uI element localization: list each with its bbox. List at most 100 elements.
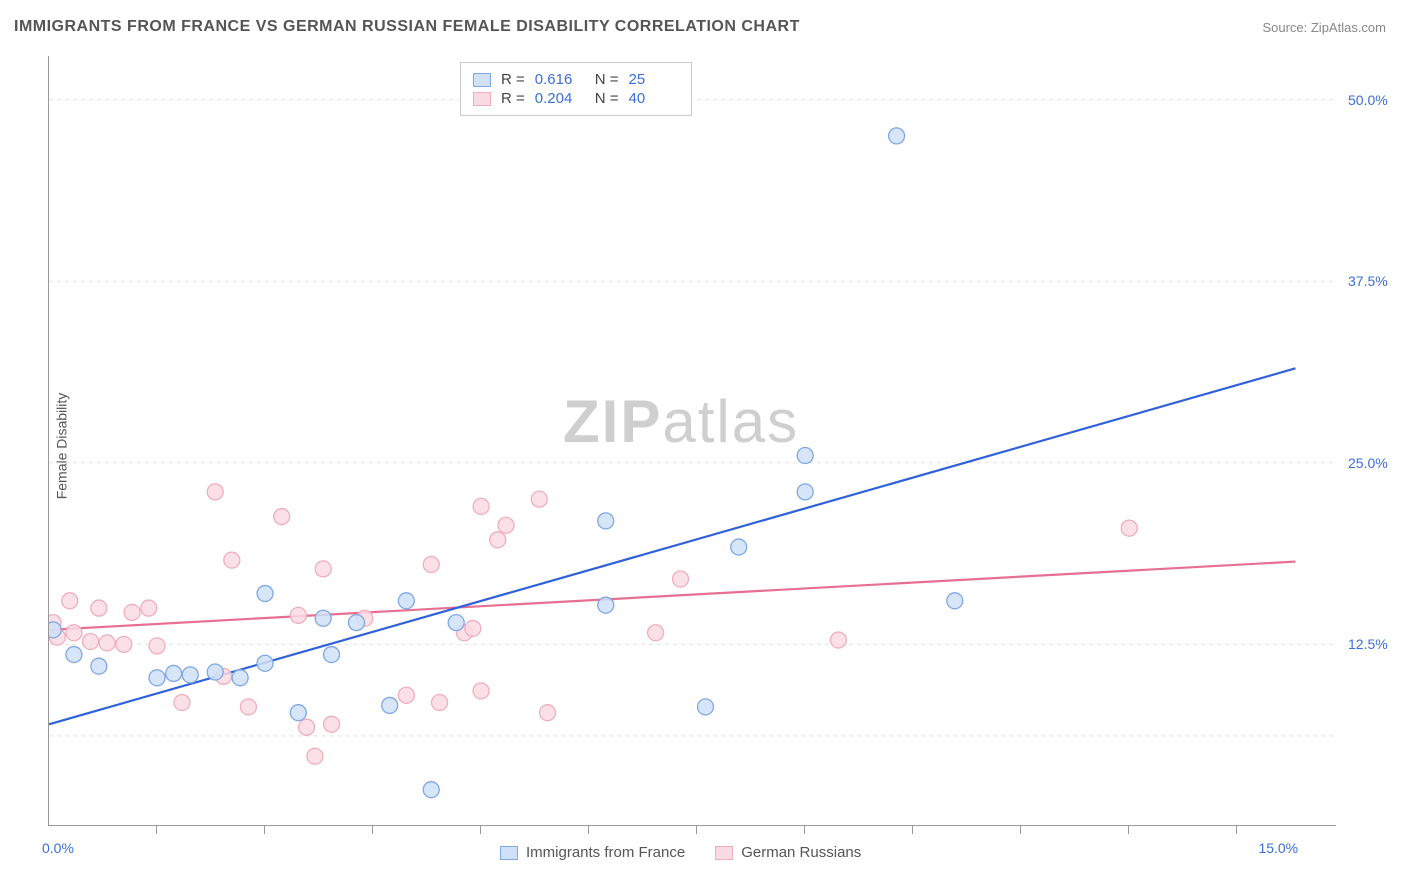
data-point-blue [382, 697, 398, 713]
swatch-blue-bottom [500, 846, 518, 860]
legend-row-blue: R = 0.616 N = 25 [473, 71, 679, 88]
x-tick [264, 826, 265, 834]
r-value-pink: 0.204 [535, 90, 585, 107]
source-name: ZipAtlas.com [1311, 20, 1386, 35]
swatch-pink [473, 92, 491, 106]
chart-title: IMMIGRANTS FROM FRANCE VS GERMAN RUSSIAN… [14, 18, 800, 36]
data-point-blue [797, 448, 813, 464]
data-point-pink [299, 719, 315, 735]
data-point-pink [290, 607, 306, 623]
swatch-blue [473, 73, 491, 87]
data-point-blue [207, 664, 223, 680]
data-point-blue [797, 484, 813, 500]
data-point-pink [224, 552, 240, 568]
data-point-blue [166, 665, 182, 681]
data-point-blue [324, 647, 340, 663]
r-value-blue: 0.616 [535, 71, 585, 88]
correlation-legend: R = 0.616 N = 25 R = 0.204 N = 40 [460, 62, 692, 116]
y-tick-label: 50.0% [1348, 92, 1388, 108]
x-tick [1020, 826, 1021, 834]
data-point-blue [348, 615, 364, 631]
data-point-pink [91, 600, 107, 616]
legend-item-pink: German Russians [715, 844, 861, 861]
data-point-pink [174, 695, 190, 711]
data-point-pink [307, 748, 323, 764]
data-point-blue [182, 667, 198, 683]
n-value-blue: 25 [629, 71, 679, 88]
data-point-pink [207, 484, 223, 500]
data-point-pink [1121, 520, 1137, 536]
x-tick [1128, 826, 1129, 834]
data-point-pink [398, 687, 414, 703]
n-label-blue: N = [595, 71, 619, 88]
data-point-pink [149, 638, 165, 654]
data-point-blue [423, 782, 439, 798]
data-point-blue [66, 647, 82, 663]
data-point-pink [490, 532, 506, 548]
data-point-pink [240, 699, 256, 715]
data-point-blue [315, 610, 331, 626]
trend-line-pink [49, 562, 1295, 630]
series-label-blue: Immigrants from France [526, 844, 685, 861]
plot-svg [49, 56, 1337, 826]
data-point-blue [49, 622, 61, 638]
x-tick [1236, 826, 1237, 834]
data-point-pink [141, 600, 157, 616]
data-point-pink [274, 509, 290, 525]
x-tick [588, 826, 589, 834]
data-point-blue [697, 699, 713, 715]
r-label-blue: R = [501, 71, 525, 88]
data-point-pink [531, 491, 547, 507]
data-point-blue [947, 593, 963, 609]
x-tick [156, 826, 157, 834]
data-point-blue [290, 705, 306, 721]
data-point-pink [116, 636, 132, 652]
x-tick-label: 0.0% [42, 840, 74, 856]
scatter-plot: ZIPatlas [48, 56, 1336, 826]
data-point-pink [66, 625, 82, 641]
data-point-blue [398, 593, 414, 609]
data-point-blue [598, 597, 614, 613]
chart-container: IMMIGRANTS FROM FRANCE VS GERMAN RUSSIAN… [0, 0, 1406, 892]
r-label-pink: R = [501, 90, 525, 107]
x-tick [372, 826, 373, 834]
n-label-pink: N = [595, 90, 619, 107]
y-tick-label: 25.0% [1348, 455, 1388, 471]
data-point-pink [830, 632, 846, 648]
data-point-pink [465, 620, 481, 636]
legend-row-pink: R = 0.204 N = 40 [473, 90, 679, 107]
data-point-pink [473, 498, 489, 514]
source-attribution: Source: ZipAtlas.com [1262, 20, 1386, 35]
data-point-blue [257, 586, 273, 602]
data-point-pink [315, 561, 331, 577]
data-point-blue [598, 513, 614, 529]
data-point-pink [498, 517, 514, 533]
n-value-pink: 40 [629, 90, 679, 107]
data-point-blue [731, 539, 747, 555]
data-point-pink [124, 604, 140, 620]
legend-item-blue: Immigrants from France [500, 844, 685, 861]
data-point-blue [257, 655, 273, 671]
series-label-pink: German Russians [741, 844, 861, 861]
swatch-pink-bottom [715, 846, 733, 860]
data-point-pink [62, 593, 78, 609]
data-point-pink [540, 705, 556, 721]
data-point-blue [149, 670, 165, 686]
data-point-pink [473, 683, 489, 699]
y-tick-label: 12.5% [1348, 636, 1388, 652]
data-point-pink [423, 556, 439, 572]
series-legend: Immigrants from France German Russians [500, 844, 861, 861]
data-point-pink [83, 633, 99, 649]
source-label: Source: [1262, 20, 1310, 35]
x-tick [804, 826, 805, 834]
data-point-pink [648, 625, 664, 641]
x-tick-label: 15.0% [1258, 840, 1298, 856]
data-point-pink [99, 635, 115, 651]
data-point-blue [91, 658, 107, 674]
x-tick [696, 826, 697, 834]
data-point-pink [432, 695, 448, 711]
data-point-blue [448, 615, 464, 631]
data-point-pink [324, 716, 340, 732]
data-point-blue [232, 670, 248, 686]
x-tick [912, 826, 913, 834]
